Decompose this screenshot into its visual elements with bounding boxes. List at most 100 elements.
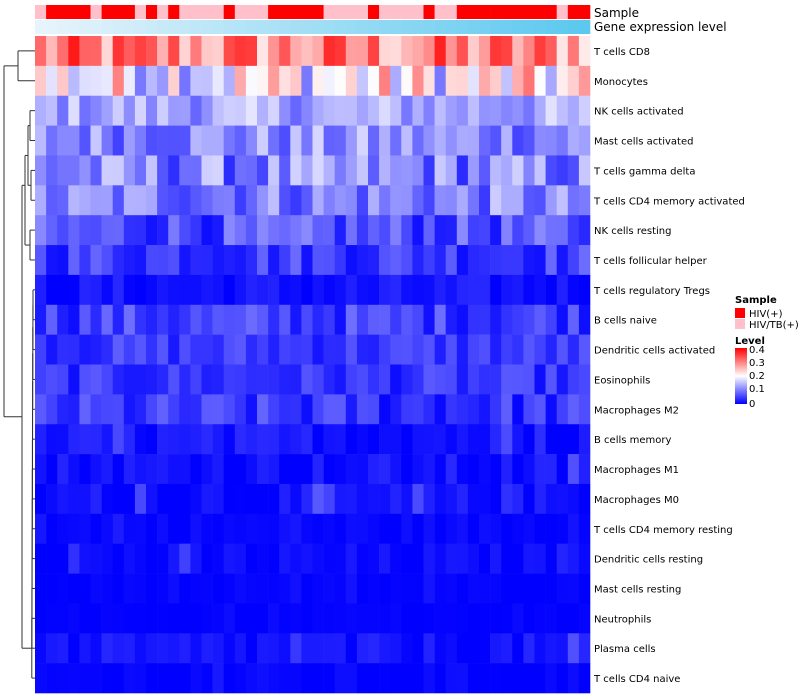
heatmap-cell — [245, 95, 258, 126]
heatmap-cell — [512, 573, 524, 604]
heatmap-cell — [79, 334, 91, 365]
heatmap-cell — [379, 334, 391, 365]
heatmap-cell — [223, 633, 236, 664]
sample-cell — [268, 5, 280, 19]
heatmap-cell — [279, 245, 291, 276]
heatmap-cell — [479, 454, 491, 485]
heatmap-cell — [35, 573, 47, 604]
level-tick-0.2: 0.2 — [749, 371, 765, 382]
heatmap-cell — [201, 573, 213, 604]
heatmap-cell — [57, 424, 69, 455]
heatmap-cell — [312, 304, 324, 335]
heatmap-cell — [290, 274, 302, 306]
heatmap-cell — [523, 185, 535, 216]
heatmap-cell — [545, 95, 557, 126]
heatmap-cell — [46, 65, 58, 97]
heatmap-cell — [257, 633, 269, 664]
heatmap-cell — [212, 245, 224, 276]
heatmap-cell — [257, 65, 269, 97]
heatmap-cell — [379, 245, 391, 276]
heatmap-cell — [201, 513, 213, 544]
heatmap-cell — [290, 663, 302, 694]
heatmap-cell — [412, 483, 424, 515]
heatmap-cell — [312, 36, 324, 67]
heatmap-cell — [268, 215, 280, 246]
heatmap-cell — [268, 633, 280, 664]
heatmap-cell — [257, 185, 269, 216]
heatmap-cell — [179, 245, 191, 276]
expression-cell — [179, 20, 191, 34]
heatmap-cell — [212, 633, 224, 664]
sample-cell — [123, 5, 136, 19]
heatmap-cell — [190, 603, 202, 634]
expression-cell — [223, 20, 236, 34]
heatmap-cell — [479, 95, 491, 126]
heatmap-cell — [112, 513, 125, 544]
heatmap-cell — [368, 543, 380, 574]
heatmap-cell — [490, 36, 502, 67]
level-legend-bar — [735, 348, 747, 404]
heatmap-cell — [223, 454, 236, 485]
sample-cell — [501, 5, 513, 19]
heatmap-cell — [379, 155, 391, 186]
heatmap-cell — [412, 543, 424, 574]
expression-cell — [545, 20, 557, 34]
heatmap-cell — [567, 125, 580, 156]
heatmap-cell — [379, 304, 391, 335]
heatmap-cell — [323, 603, 335, 634]
level-legend: Level 0.4 0.3 0.2 0.1 0 — [735, 336, 765, 410]
heatmap-cell — [112, 364, 125, 395]
heatmap-cell — [379, 513, 391, 544]
heatmap-cell — [401, 573, 413, 604]
heatmap-cell — [534, 185, 546, 216]
heatmap-cell — [101, 543, 113, 574]
heatmap-cell — [201, 364, 213, 395]
heatmap-cell — [101, 334, 113, 365]
heatmap-cell — [345, 334, 358, 365]
heatmap-cell — [356, 245, 369, 276]
heatmap-cell — [356, 424, 369, 455]
heatmap-cell — [401, 304, 413, 335]
heatmap-cell — [512, 454, 524, 485]
heatmap-cell — [201, 95, 213, 126]
heatmap-cell — [223, 304, 236, 335]
heatmap-cell — [46, 633, 58, 664]
heatmap-cell — [112, 215, 125, 246]
heatmap-cell — [445, 215, 458, 246]
heatmap-cell — [234, 454, 247, 485]
heatmap-cell — [123, 454, 136, 485]
heatmap-cell — [401, 36, 413, 67]
heatmap-cell — [168, 394, 180, 425]
heatmap-cell — [90, 543, 102, 574]
heatmap-cell — [68, 274, 80, 306]
heatmap-cell — [434, 334, 446, 365]
heatmap-cell — [57, 454, 69, 485]
heatmap-cell — [290, 513, 302, 544]
heatmap-cell — [35, 543, 47, 574]
expression-cell — [390, 20, 402, 34]
heatmap-cell — [134, 573, 147, 604]
heatmap-cell — [157, 155, 169, 186]
heatmap-cell — [534, 245, 546, 276]
heatmap-cell — [578, 334, 591, 365]
sample-cell — [168, 5, 180, 19]
heatmap-cell — [234, 543, 247, 574]
heatmap-cell — [146, 65, 158, 97]
heatmap-cell — [578, 513, 591, 544]
heatmap-cell — [467, 95, 480, 126]
heatmap-cell — [223, 65, 236, 97]
heatmap-cell — [57, 543, 69, 574]
heatmap-cell — [146, 424, 158, 455]
heatmap-cell — [545, 155, 557, 186]
heatmap-cell — [312, 543, 324, 574]
heatmap-cell — [201, 334, 213, 365]
heatmap-cell — [46, 573, 58, 604]
heatmap-cell — [35, 454, 47, 485]
heatmap-cell — [190, 185, 202, 216]
heatmap-cell — [390, 663, 402, 694]
heatmap-cell — [434, 274, 446, 306]
heatmap-cell — [368, 36, 380, 67]
heatmap-cell — [68, 603, 80, 634]
heatmap-cell — [168, 155, 180, 186]
sample-cell — [46, 5, 58, 19]
